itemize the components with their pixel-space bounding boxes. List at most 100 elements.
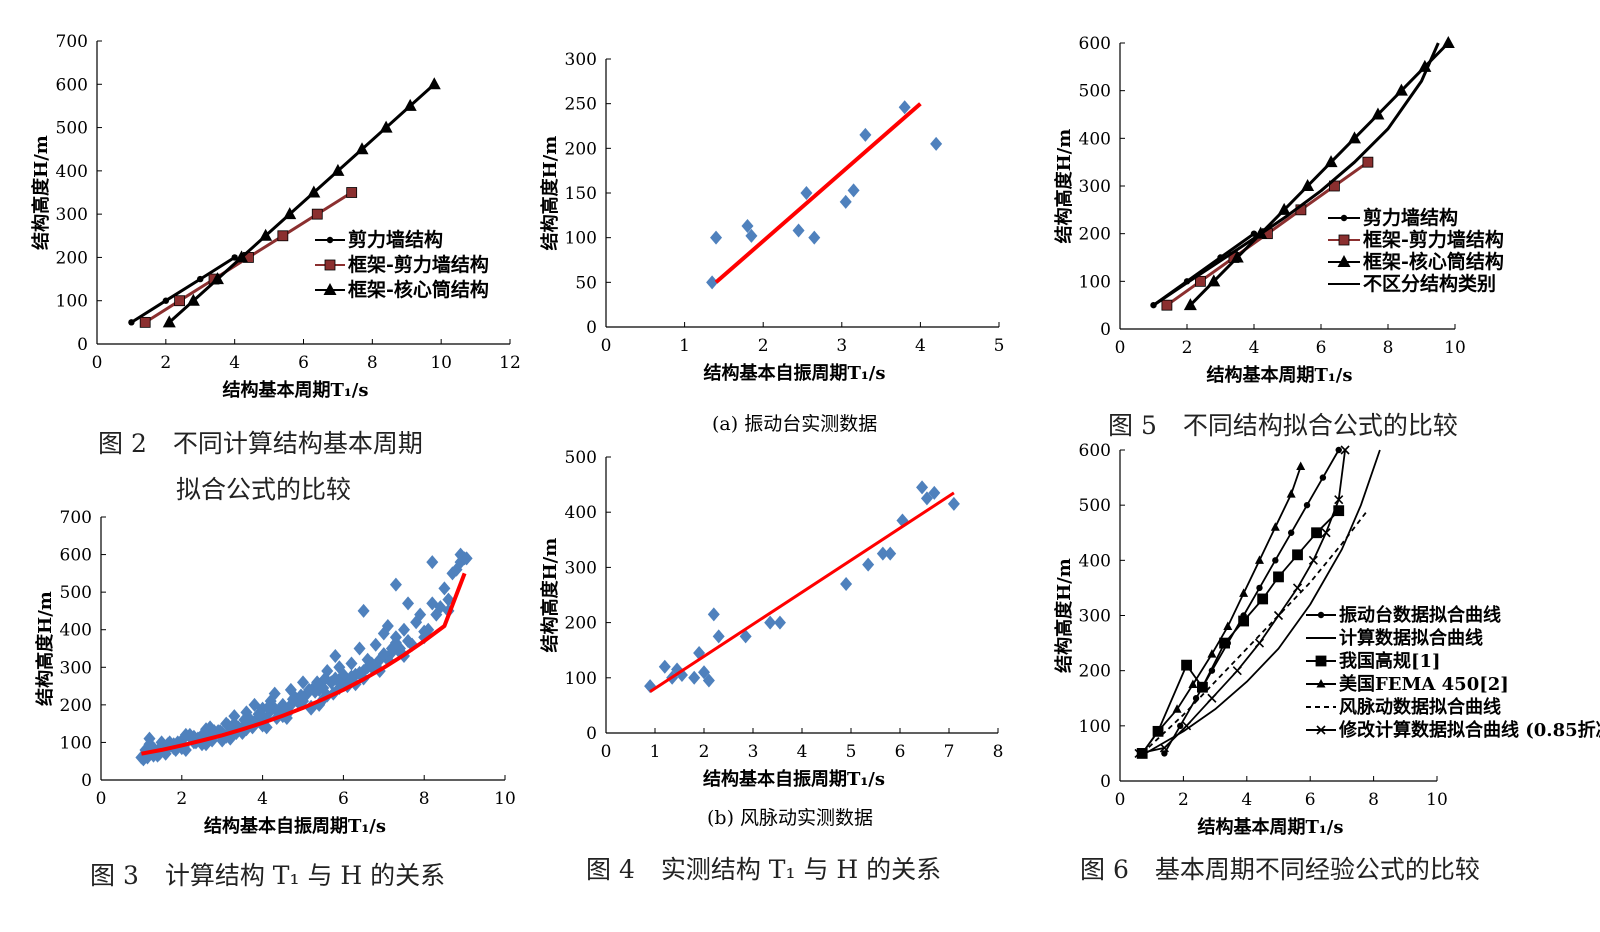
fig3-y-tick-label: 300 xyxy=(60,658,92,678)
fig2-legend-label: 框架-核心筒结构 xyxy=(348,278,489,301)
fig6-series-line xyxy=(1141,510,1340,754)
fig4a-data-point xyxy=(745,228,758,243)
fig4b-series-1 xyxy=(649,491,955,693)
fig2-series-line xyxy=(130,256,236,324)
fig6-data-point xyxy=(1303,501,1311,509)
fig4b-data-point xyxy=(764,615,777,630)
fig5-data-point xyxy=(1207,274,1221,287)
fig5-x-tick-label: 8 xyxy=(1383,338,1394,358)
fig4b-x-tick-label: 7 xyxy=(944,742,955,762)
fig6-legend-marker xyxy=(1316,679,1326,688)
fig5-y-tick-label: 400 xyxy=(1079,129,1111,149)
fig3-data-point xyxy=(238,712,251,727)
fig4b-data-point xyxy=(658,659,671,674)
fig5-x-tick-label: 2 xyxy=(1182,338,1193,358)
fig6-series-line xyxy=(1163,449,1340,754)
fig4b-y-tick-label: 500 xyxy=(565,448,597,468)
fig6-legend-label: 风脉动数据拟合曲线 xyxy=(1339,696,1501,718)
fig2-data-point xyxy=(197,275,204,283)
fig6-series-1 xyxy=(1144,449,1381,755)
fig4a-x-tick-label: 1 xyxy=(679,336,690,356)
fig2-data-point xyxy=(346,187,358,198)
fig3-data-point xyxy=(244,712,257,727)
fig6-data-point xyxy=(1272,557,1279,564)
fig6-data-point xyxy=(1254,638,1265,648)
fig3-caption-text: 计算结构 T₁ 与 H 的关系 xyxy=(164,861,446,890)
fig3-y-tick-label: 0 xyxy=(81,771,92,791)
fig5-data-point xyxy=(1394,83,1408,96)
fig3-data-point xyxy=(357,603,370,618)
fig2-x-tick-label: 4 xyxy=(229,353,240,373)
fig6-series-4 xyxy=(1141,510,1369,755)
fig3-x-tick-label: 0 xyxy=(96,789,107,809)
fig3-x-axis-label: 结构基本自振周期T₁/s xyxy=(204,815,386,837)
fig2-y-tick-label: 100 xyxy=(56,292,88,312)
fig2-data-point xyxy=(355,142,369,155)
fig4b-data-point xyxy=(876,546,889,561)
fig4b-y-axis-label: 结构高度H/m xyxy=(539,538,561,653)
fig6-data-point xyxy=(1223,621,1233,631)
fig4a-series-0 xyxy=(706,100,943,290)
fig3-data-point xyxy=(369,637,382,652)
fig6-data-point xyxy=(1292,549,1303,561)
fig5-legend-marker xyxy=(1337,255,1351,267)
fig4a-y-tick-label: 300 xyxy=(565,50,597,70)
fig3-y-tick-label: 500 xyxy=(60,583,92,603)
fig5-series-1 xyxy=(1161,156,1374,311)
fig6-data-point xyxy=(1292,583,1303,593)
fig6-x-tick-label: 8 xyxy=(1368,790,1379,810)
fig5-data-point xyxy=(1230,250,1244,263)
fig4a-y-tick-label: 250 xyxy=(565,95,597,115)
fig4a-data-point xyxy=(847,183,860,198)
fig2-data-point xyxy=(311,208,323,220)
fig2-caption-line1: 不同计算结构基本周期 xyxy=(172,429,423,458)
fig4b-data-point xyxy=(928,485,941,500)
fig3-x-tick-label: 4 xyxy=(257,789,268,809)
fig4b-data-point xyxy=(884,546,897,561)
fig3-x-tick-label: 10 xyxy=(494,789,516,809)
fig2-y-tick-label: 500 xyxy=(56,119,88,139)
fig3-data-point xyxy=(377,647,390,662)
fig3-data-point xyxy=(426,555,439,570)
fig3-x-tick-label: 6 xyxy=(338,789,349,809)
fig2-data-point xyxy=(307,185,321,198)
fig3-data-point xyxy=(297,675,309,690)
fig4a-data-point xyxy=(808,230,821,245)
fig5-legend-marker xyxy=(1338,234,1350,246)
fig6-series-line xyxy=(1144,449,1381,755)
fig2-data-point xyxy=(162,297,170,304)
fig2-legend-marker xyxy=(324,259,336,271)
fig4a-y-tick-label: 100 xyxy=(565,229,597,249)
fig4b-data-point xyxy=(773,615,786,630)
fig6-data-point xyxy=(1340,445,1350,455)
fig4a-y-tick-label: 200 xyxy=(565,139,597,159)
fig6-data-point xyxy=(1153,726,1163,735)
fig3-data-point xyxy=(222,718,235,733)
fig3-data-point xyxy=(460,551,473,566)
fig5-x-tick-label: 0 xyxy=(1115,338,1126,358)
fig5-caption: 图 5 不同结构拟合公式的比较 xyxy=(1108,406,1458,442)
fig3-data-point xyxy=(353,641,366,656)
fig4-caption: 图 4 实测结构 T₁ 与 H 的关系 xyxy=(586,850,941,886)
fig4a-data-point xyxy=(792,223,805,238)
fig4b-x-tick-label: 1 xyxy=(650,742,661,762)
fig6-data-point xyxy=(1273,571,1284,583)
fig4a-series-line xyxy=(714,102,922,284)
fig4b-x-tick-label: 3 xyxy=(748,742,759,762)
fig3-y-axis-label: 结构高度H/m xyxy=(34,591,56,706)
fig6-y-tick-label: 0 xyxy=(1100,772,1111,792)
fig6-data-point xyxy=(1172,704,1182,713)
fig2-legend-label: 框架-剪力墙结构 xyxy=(348,253,489,276)
fig3-y-tick-label: 200 xyxy=(60,696,92,716)
fig6-caption: 图 6 基本周期不同经验公式的比较 xyxy=(1080,850,1480,886)
fig5-caption-number: 图 5 xyxy=(1108,411,1157,440)
fig4b-x-tick-label: 8 xyxy=(993,742,1004,762)
fig2-x-tick-label: 10 xyxy=(430,353,452,373)
fig2-y-tick-label: 400 xyxy=(56,162,88,182)
fig4b-series-0 xyxy=(644,480,960,694)
fig3-data-point xyxy=(381,618,394,633)
fig6-data-point xyxy=(1197,681,1208,693)
fig2-y-tick-label: 700 xyxy=(56,32,88,52)
fig2-data-point xyxy=(403,98,417,111)
